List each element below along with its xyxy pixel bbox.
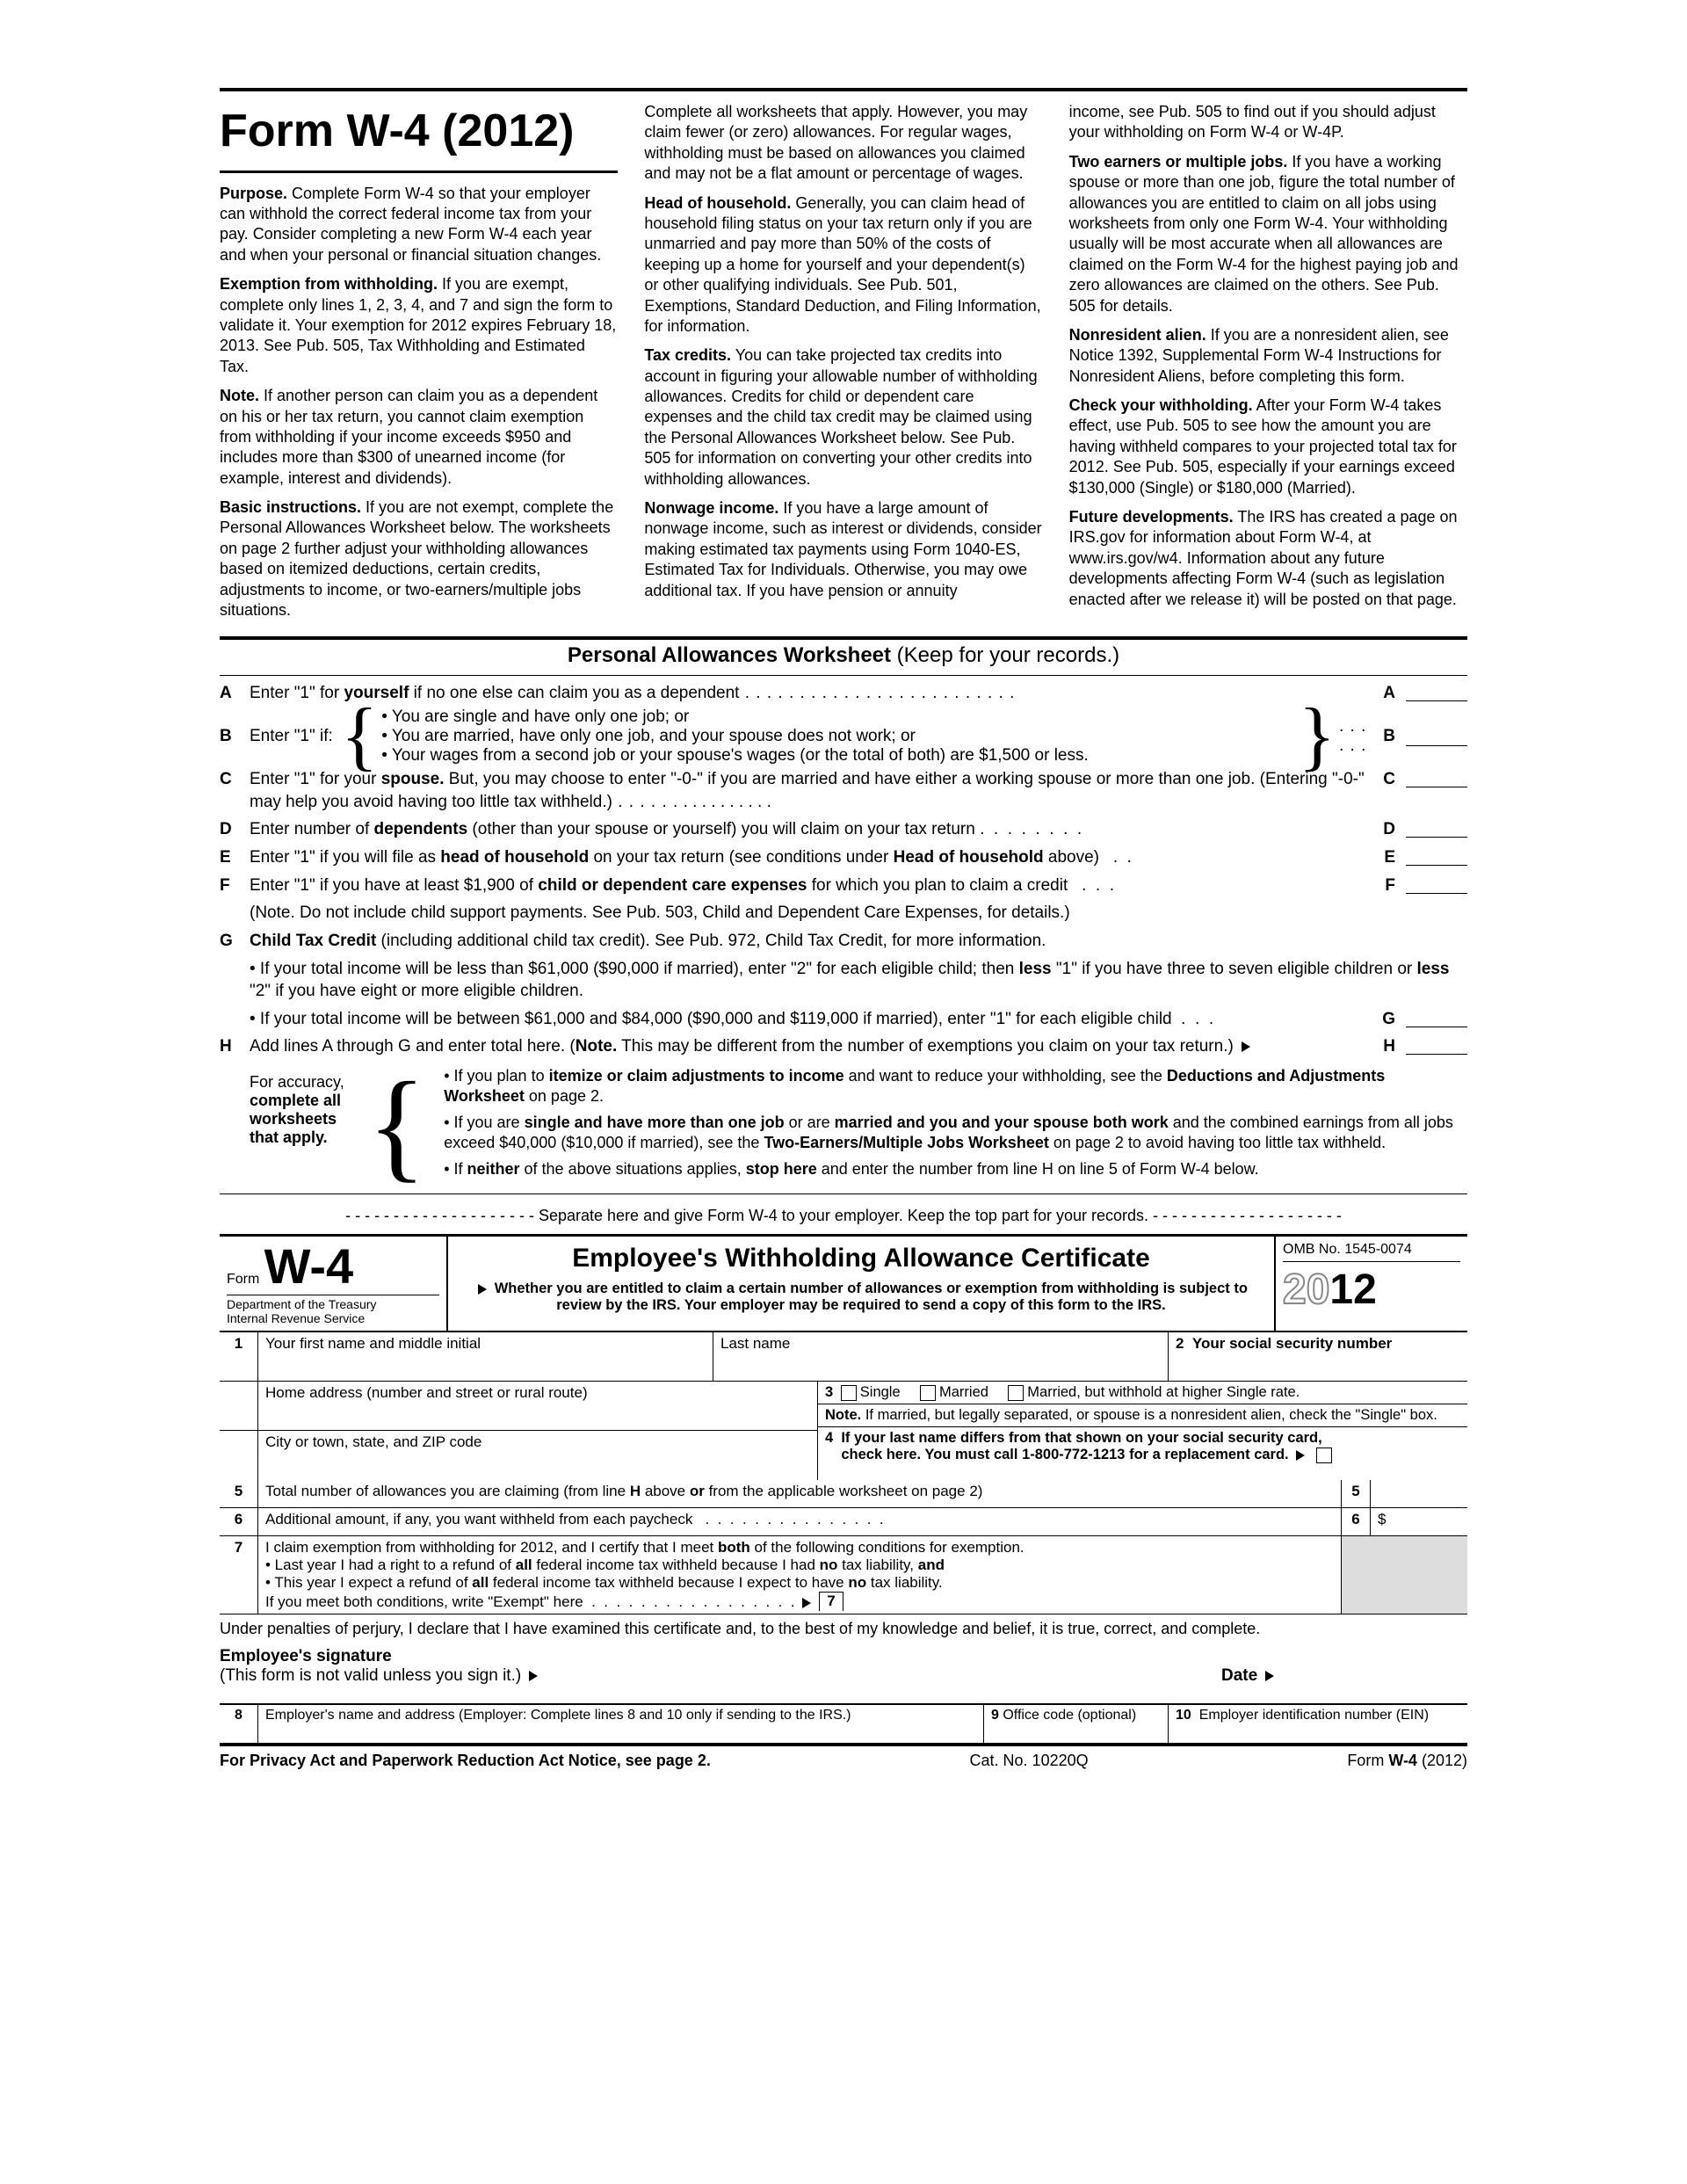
penalties-text: Under penalties of perjury, I declare th… bbox=[220, 1614, 1467, 1643]
input-D[interactable] bbox=[1406, 818, 1467, 838]
signature-row: Employee's signature (This form is not v… bbox=[220, 1643, 1467, 1704]
single-checkbox[interactable] bbox=[841, 1385, 857, 1401]
married-high-checkbox[interactable] bbox=[1008, 1385, 1024, 1401]
input-F[interactable] bbox=[1406, 874, 1467, 894]
brace-icon: } bbox=[1295, 709, 1339, 764]
city-field[interactable]: City or town, state, and ZIP code bbox=[258, 1431, 817, 1480]
input-A[interactable] bbox=[1406, 682, 1467, 701]
triangle-icon bbox=[1296, 1450, 1305, 1461]
accuracy-box: For accuracy, complete all worksheets th… bbox=[220, 1066, 1467, 1185]
employer-address-field[interactable]: Employer's name and address (Employer: C… bbox=[258, 1705, 984, 1743]
instructions-col-3: income, see Pub. 505 to find out if you … bbox=[1069, 102, 1467, 629]
triangle-icon bbox=[802, 1598, 811, 1608]
married-checkbox[interactable] bbox=[920, 1385, 936, 1401]
input-E[interactable] bbox=[1406, 846, 1467, 866]
instructions-columns: Form W-4 (2012) Purpose. Complete Form W… bbox=[220, 88, 1467, 629]
line-G: G Child Tax Credit (including additional… bbox=[220, 927, 1467, 955]
omb-number: OMB No. 1545-0074 bbox=[1283, 1242, 1460, 1262]
line-F: F Enter "1" if you have at least $1,900 … bbox=[220, 872, 1467, 900]
triangle-icon bbox=[1242, 1041, 1250, 1052]
line-B: B Enter "1" if: { • You are single and h… bbox=[220, 707, 1467, 765]
input-G[interactable] bbox=[1406, 1008, 1467, 1027]
employer-row: 8 Employer's name and address (Employer:… bbox=[220, 1704, 1467, 1745]
line-D: D Enter number of dependents (other than… bbox=[220, 816, 1467, 844]
triangle-icon bbox=[529, 1671, 538, 1681]
paw-lines: A Enter "1" for yourself if no one else … bbox=[220, 679, 1467, 1185]
separate-line: - - - - - - - - - - - - - - - - - - - - … bbox=[220, 1207, 1467, 1225]
line-A: A Enter "1" for yourself if no one else … bbox=[220, 679, 1467, 707]
brace-icon: { bbox=[337, 709, 381, 764]
address-field[interactable]: Home address (number and street or rural… bbox=[258, 1382, 817, 1430]
line-E: E Enter "1" if you will file as head of … bbox=[220, 844, 1467, 872]
name-differs-checkbox[interactable] bbox=[1316, 1448, 1332, 1463]
input-C[interactable] bbox=[1406, 768, 1467, 787]
paw-title: Personal Allowances Worksheet (Keep for … bbox=[220, 640, 1467, 671]
line6-input[interactable]: $ bbox=[1371, 1508, 1467, 1535]
form-grid: 1 Your first name and middle initial Las… bbox=[220, 1332, 1467, 1614]
instructions-col-1: Form W-4 (2012) Purpose. Complete Form W… bbox=[220, 102, 618, 629]
first-name-field[interactable]: Your first name and middle initial bbox=[258, 1332, 713, 1381]
certificate-title: Employee's Withholding Allowance Certifi… bbox=[466, 1244, 1256, 1273]
last-name-field[interactable]: Last name bbox=[713, 1332, 1169, 1381]
instructions-col-2: Complete all worksheets that apply. Howe… bbox=[644, 102, 1042, 629]
w4-header: Form W-4 Department of the TreasuryInter… bbox=[220, 1234, 1467, 1332]
line7-input[interactable] bbox=[1341, 1536, 1467, 1614]
office-code-field[interactable]: Office code (optional) bbox=[1003, 1708, 1136, 1723]
form-title: Form W-4 (2012) bbox=[220, 102, 618, 173]
triangle-icon bbox=[478, 1284, 487, 1295]
filing-status-row: 3 Single Married Married, but withhold a… bbox=[818, 1382, 1467, 1404]
ssn-field[interactable]: Your social security number bbox=[1192, 1335, 1392, 1352]
line-C: C Enter "1" for your spouse. But, you ma… bbox=[220, 765, 1467, 816]
triangle-icon bbox=[1265, 1671, 1274, 1681]
footer: For Privacy Act and Paperwork Reduction … bbox=[220, 1745, 1467, 1770]
input-H[interactable] bbox=[1406, 1035, 1467, 1055]
form-page: Form W-4 (2012) Purpose. Complete Form W… bbox=[141, 35, 1546, 1823]
line5-input[interactable] bbox=[1371, 1480, 1467, 1507]
ein-field[interactable]: Employer identification number (EIN) bbox=[1199, 1708, 1429, 1723]
input-B[interactable] bbox=[1406, 727, 1467, 746]
brace-icon: { bbox=[360, 1083, 433, 1169]
